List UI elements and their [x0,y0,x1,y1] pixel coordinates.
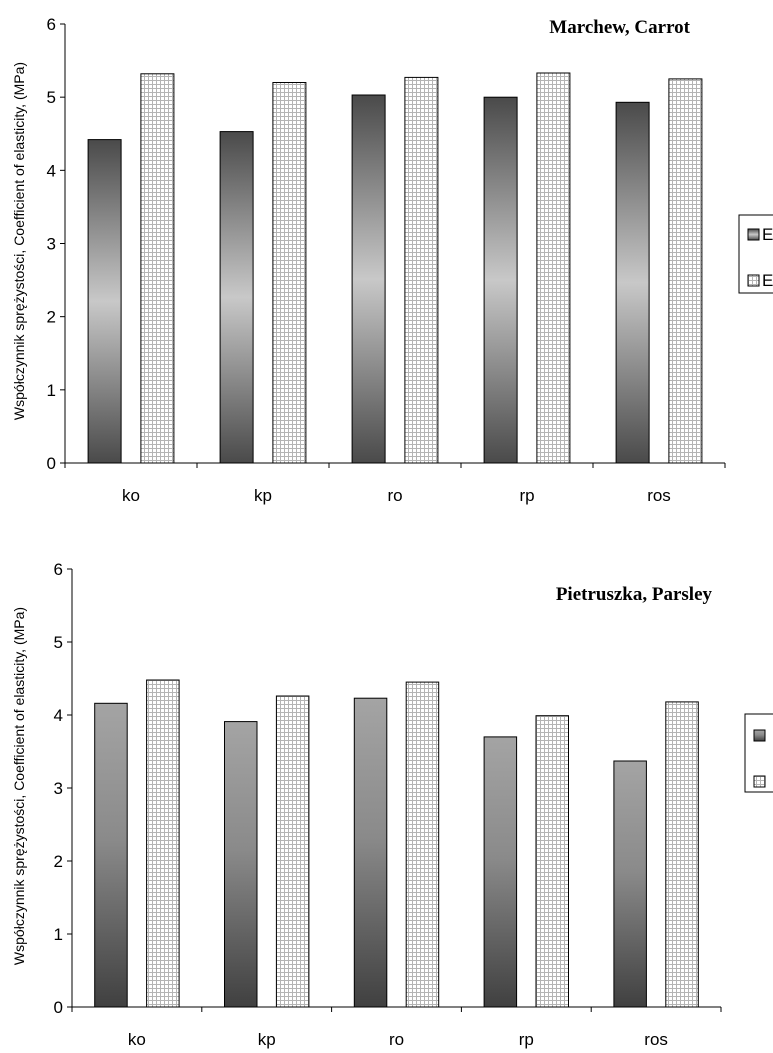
y-tick-label: 3 [54,779,63,798]
bar-series-1-ro [351,94,386,464]
legend-swatch-series-2 [753,775,766,788]
x-tick-label: kp [258,1030,276,1049]
y-tick-label: 3 [47,235,56,254]
legend [744,713,773,793]
bar-series-1-rp [483,736,518,1008]
chart-title: Pietruszka, Parsley [556,584,713,605]
bar-series-2-ro [404,76,439,464]
bar-series-2-ros [665,701,699,1008]
y-tick-label: 4 [54,706,63,725]
bar-series-1-ko [87,139,122,464]
y-tick-label: 5 [54,633,63,652]
plot-area: 0 1 2 3 4 5 6 ko kp ro rp ros [47,15,726,505]
bar-series-1-ros [613,760,647,1008]
legend-swatch-ec [747,228,760,241]
bar-series-1-kp [224,721,258,1008]
legend-label-ec: Ec [762,225,773,244]
x-tick-label: rp [519,486,534,505]
y-tick-label: 2 [54,852,63,871]
bar-series-2-rp [536,72,571,464]
bar-series-1-ko [94,702,128,1008]
bar-series-2-ro [405,681,440,1008]
y-tick-label: 1 [54,925,63,944]
bar-series-1-kp [219,131,254,464]
chart-title: Marchew, Carrot [549,17,690,38]
y-tick-label: 2 [47,308,56,327]
bar-series-2-ko [146,679,180,1008]
y-axis-label: Współczynnik sprężystości, Coefficient o… [11,62,27,420]
bar-series-1-rp [483,96,518,464]
y-tick-label: 4 [47,161,56,180]
y-tick-label: 6 [54,560,63,579]
x-tick-label: rp [519,1030,534,1049]
bar-series-2-ko [140,73,175,464]
y-tick-label: 0 [47,454,56,473]
bar-series-1-ro [353,697,388,1008]
x-tick-label: ro [389,1030,404,1049]
y-tick-label: 0 [54,998,63,1017]
y-tick-label: 5 [47,88,56,107]
y-axis-label: Współczynnik sprężystości, Coefficient o… [11,607,27,965]
x-tick-label: ros [644,1030,668,1049]
bar-series-2-kp [275,695,310,1008]
legend-swatch-series-1 [753,729,766,742]
plot-area: 0 1 2 3 4 5 6 ko kp ro rp ros [54,560,722,1049]
bar-series-1-ros [615,101,650,464]
legend: Ec Es [738,214,773,294]
x-tick-label: ko [128,1030,146,1049]
legend-swatch-es [747,274,760,287]
bar-series-2-ros [668,78,703,464]
y-tick-label: 6 [47,15,56,34]
x-tick-label: ros [647,486,671,505]
bar-series-2-kp [272,82,307,464]
x-tick-label: kp [254,486,272,505]
x-tick-label: ko [122,486,140,505]
x-tick-label: ro [387,486,402,505]
legend-label-es: Es [762,271,773,290]
carrot-chart: Marchew, Carrot Współczynnik sprężystośc… [11,15,773,505]
y-tick-label: 1 [47,381,56,400]
parsley-chart: Pietruszka, Parsley Współczynnik sprężys… [11,560,773,1049]
bar-series-2-rp [535,715,569,1008]
